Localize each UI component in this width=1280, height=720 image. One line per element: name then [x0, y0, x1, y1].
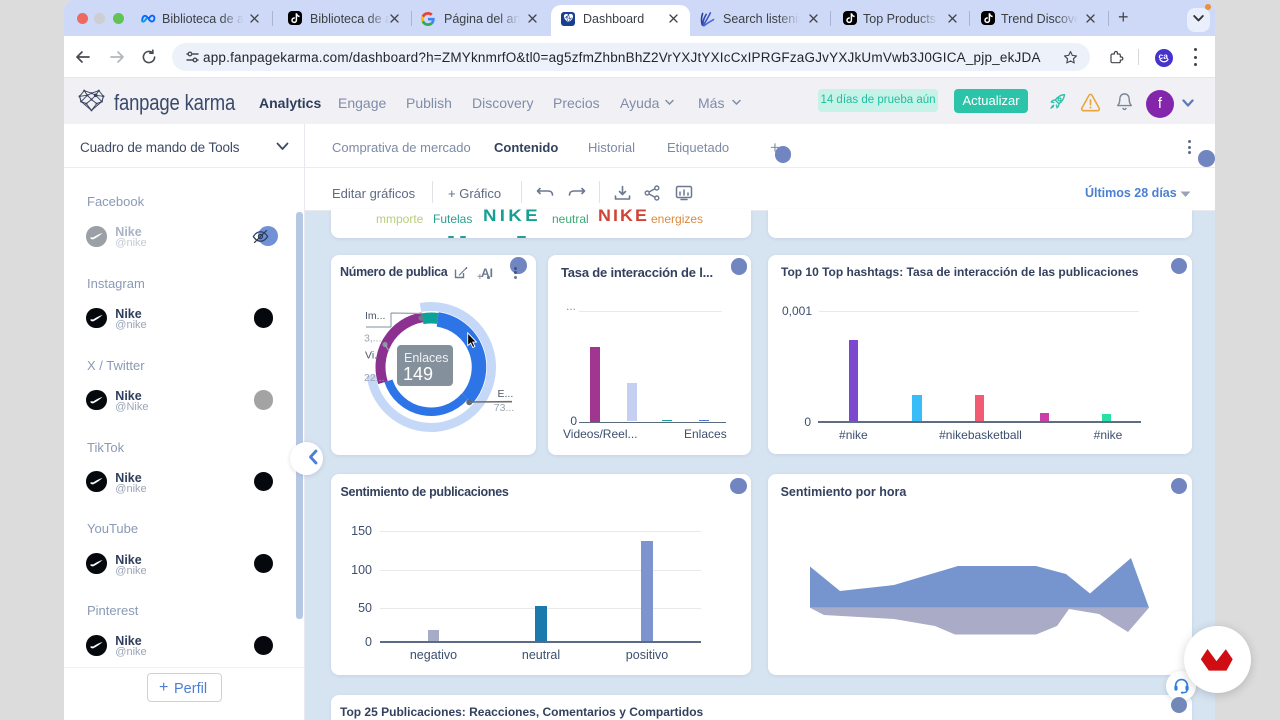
svg-text:Enlaces: Enlaces	[404, 351, 448, 365]
svg-text:22...: 22...	[364, 372, 384, 384]
svg-text:3,...: 3,...	[364, 333, 382, 345]
svg-text:Vi...: Vi...	[365, 350, 383, 362]
svg-text:149: 149	[403, 364, 433, 384]
svg-text:73...: 73...	[494, 402, 514, 414]
svg-text:E...: E...	[498, 388, 514, 400]
svg-text:Im...: Im...	[365, 310, 385, 322]
